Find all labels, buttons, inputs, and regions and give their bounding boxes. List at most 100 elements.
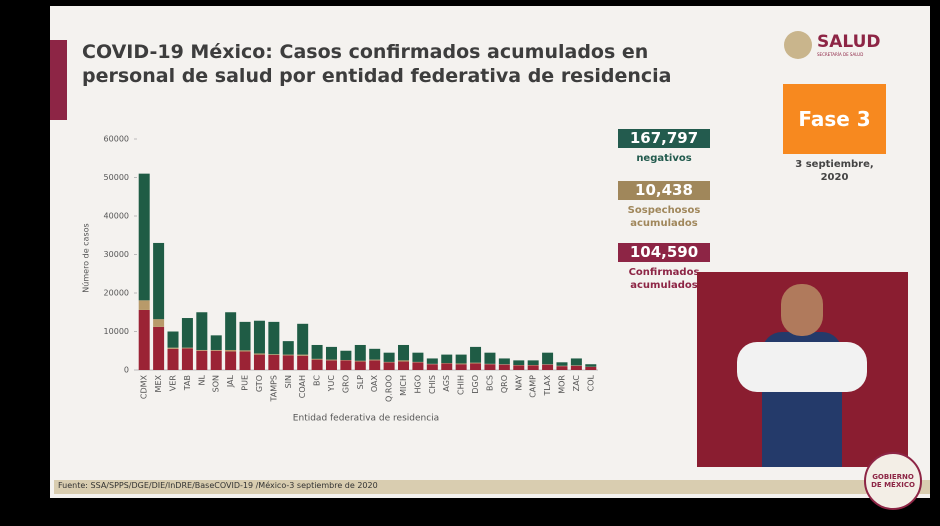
bar-segment (441, 354, 453, 364)
x-tick-label: AGS (442, 375, 451, 392)
bar-segment (138, 309, 150, 370)
x-tick-label: CDMX (140, 374, 149, 399)
x-tick-label: CAMP (529, 375, 538, 398)
bar-segment (455, 363, 467, 365)
bar-segment (527, 365, 539, 370)
bar-segment (426, 364, 438, 370)
bar-segment (268, 354, 280, 355)
x-tick-label: NL (197, 374, 206, 385)
bar-segment (498, 364, 510, 370)
y-axis-label: Número de casos (82, 223, 91, 292)
logo-text: SALUD (817, 32, 881, 52)
x-tick-label: VER (169, 375, 178, 392)
source: Fuente: SSA/SPPS/DGE/DIE/InDRE/BaseCOVID… (58, 481, 378, 490)
title: COVID-19 México: Casos confirmados acumu… (82, 41, 672, 87)
bar-segment (181, 318, 193, 348)
bar-segment (325, 359, 337, 361)
bar-segment (210, 349, 222, 351)
bar-segment (441, 363, 453, 370)
footer-bar (54, 480, 930, 494)
bar-segment (354, 360, 366, 362)
bar-segment (239, 351, 251, 370)
bar-segment (369, 360, 381, 370)
x-tick-label: TLAX (543, 374, 552, 396)
x-tick-label: GTO (255, 375, 264, 392)
bar-segment (210, 350, 222, 370)
y-tick-label: 0 (124, 366, 129, 375)
bar-segment (513, 365, 525, 370)
bar-segment (253, 353, 265, 355)
bar-segment (542, 352, 554, 365)
interpreter-video (697, 272, 908, 467)
x-tick-label: CHIS (428, 375, 437, 394)
bar-segment (196, 350, 208, 370)
bar-segment (225, 351, 237, 370)
bar-segment (225, 312, 237, 350)
bar-segment (225, 349, 237, 352)
bar-segment (412, 352, 424, 362)
bar-segment (138, 300, 150, 310)
bar-segment (297, 323, 309, 355)
x-axis-label: Entidad federativa de residencia (293, 414, 439, 424)
x-tick-label: COAH (298, 375, 307, 398)
interpreter-head (781, 284, 823, 336)
bar-segment (282, 355, 294, 370)
phase-box: Fase 3 (783, 84, 886, 154)
card-number: 104,590 (618, 243, 710, 262)
bar-segment (253, 320, 265, 354)
bar-segment (239, 321, 251, 351)
bar-segment (153, 326, 165, 370)
y-tick-label: 60000 (104, 135, 129, 144)
bar-segment (311, 344, 323, 359)
x-tick-label: CHIH (457, 375, 466, 395)
bar-segment (282, 354, 294, 356)
x-tick-label: TAMPS (269, 375, 278, 403)
x-tick-label: DGO (471, 375, 480, 394)
x-tick-label: NAY (514, 375, 523, 391)
bar-segment (340, 350, 352, 360)
bar-segment (369, 359, 381, 361)
x-tick-label: BC (313, 375, 322, 386)
bar-segment (398, 360, 410, 362)
date: 3 septiembre, 2020 (795, 159, 874, 183)
bar-segment (383, 352, 395, 362)
x-tick-label: TAB (183, 375, 192, 391)
bar-segment (196, 312, 208, 350)
bar-segment (570, 365, 582, 370)
bar-segment (167, 347, 179, 349)
x-tick-label: OAX (370, 374, 379, 392)
card-label: negativos (636, 153, 692, 164)
card-number: 10,438 (618, 181, 710, 200)
y-tick-label: 30000 (104, 250, 129, 259)
bar-segment (153, 242, 165, 320)
bar-segment (470, 362, 482, 364)
bar-segment (412, 362, 424, 370)
bar-segment (311, 359, 323, 370)
bar-segment (196, 349, 208, 351)
y-tick-label: 40000 (104, 212, 129, 221)
bar-segment (556, 366, 568, 370)
bar-segment (253, 354, 265, 370)
bar-segment (369, 348, 381, 360)
x-tick-label: YUC (327, 375, 336, 393)
bar-segment (268, 321, 280, 355)
bar-segment (354, 344, 366, 361)
bar-segment (426, 358, 438, 364)
bar-segment (556, 362, 568, 366)
bar-segment (383, 362, 395, 370)
card-label: Sospechosos acumulados (627, 205, 701, 229)
bar-segment (297, 354, 309, 356)
bar-segment (297, 355, 309, 370)
bar-segment (455, 354, 467, 364)
bar-segment (470, 363, 482, 370)
x-tick-label: GRO (341, 375, 350, 393)
bar-segment (484, 352, 496, 364)
x-tick-label: ZAC (572, 375, 581, 392)
logo-subtext: SECRETARÍA DE SALUD (817, 52, 864, 57)
x-tick-label: Q.ROO (385, 375, 394, 402)
x-tick-label: COL (586, 374, 595, 391)
x-tick-label: MICH (399, 375, 408, 396)
x-tick-label: HGO (413, 375, 422, 394)
bar-segment (268, 354, 280, 370)
